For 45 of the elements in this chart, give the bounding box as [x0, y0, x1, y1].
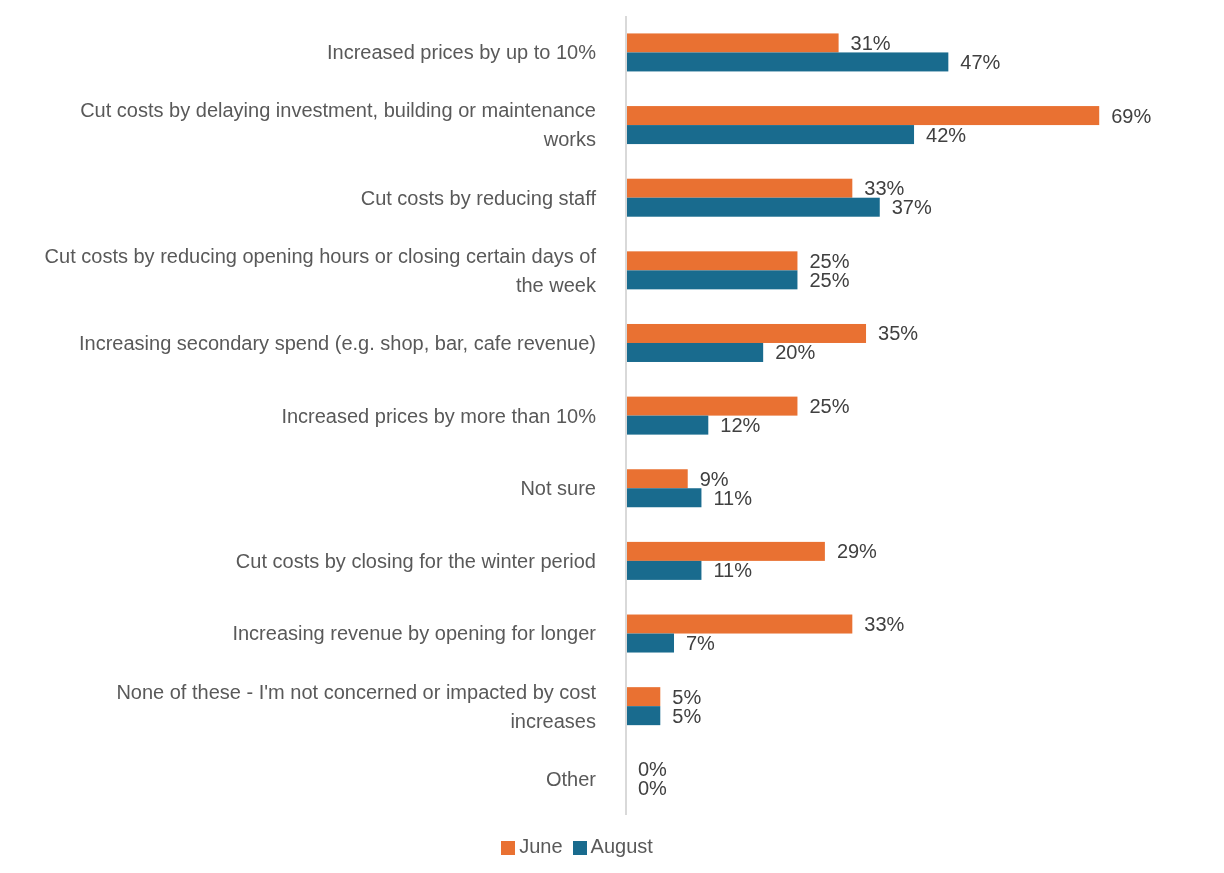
- bar: [626, 415, 709, 435]
- y-tick-label: Increased prices by up to 10%: [326, 41, 597, 64]
- data-label: 42%: [926, 123, 967, 146]
- data-label: 29%: [836, 540, 878, 563]
- y-tick-label: Cut costs by closing for the winter period: [235, 549, 596, 572]
- data-label: 7%: [686, 632, 716, 655]
- legend-label: June: [519, 835, 563, 857]
- bar: [626, 541, 825, 561]
- data-label: 12%: [720, 414, 761, 437]
- bar: [626, 197, 880, 217]
- y-tick-label: Cut costs by reducing staff: [360, 186, 597, 209]
- bar: [626, 488, 702, 508]
- bar: [626, 270, 798, 290]
- data-label: 69%: [1111, 104, 1152, 127]
- data-label: 31%: [850, 31, 891, 54]
- bar: [626, 125, 915, 145]
- bar: [626, 396, 798, 416]
- y-tick-label: Increasing secondary spend (e.g. shop, bar, cafe revenue): [79, 331, 596, 354]
- bar: [626, 251, 798, 271]
- y-tick-label: Increased prices by more than 10%: [281, 404, 597, 427]
- data-label: 25%: [809, 395, 850, 418]
- y-tick-label: Not sure: [520, 477, 596, 500]
- data-label: 47%: [960, 50, 1001, 73]
- y-tick-label: Cut costs by delaying investment, building or maintenance works: [80, 99, 596, 151]
- data-label: 11%: [713, 559, 753, 582]
- legend-label: August: [590, 835, 653, 857]
- y-tick-label: Cut costs by reducing opening hours or closing certain days of the week: [44, 244, 597, 296]
- data-label: 33%: [864, 613, 905, 636]
- bar: [626, 323, 867, 343]
- y-tick-label: Other: [545, 767, 597, 790]
- data-label: 20%: [775, 341, 816, 364]
- bar: [626, 342, 764, 362]
- bar: [626, 469, 688, 489]
- y-tick-label: Increasing revenue by opening for longer: [232, 622, 597, 645]
- bar: [626, 706, 661, 726]
- data-label: 35%: [878, 322, 919, 345]
- bar: [626, 52, 949, 72]
- bar: [626, 178, 853, 198]
- bar: [626, 560, 702, 580]
- bar: [626, 687, 661, 707]
- bar: [626, 633, 675, 653]
- bar: [626, 33, 839, 53]
- bar: [626, 106, 1100, 126]
- bar: [626, 614, 853, 634]
- y-tick-label: None of these - I'm not concerned or impacted by cost increases: [116, 680, 597, 732]
